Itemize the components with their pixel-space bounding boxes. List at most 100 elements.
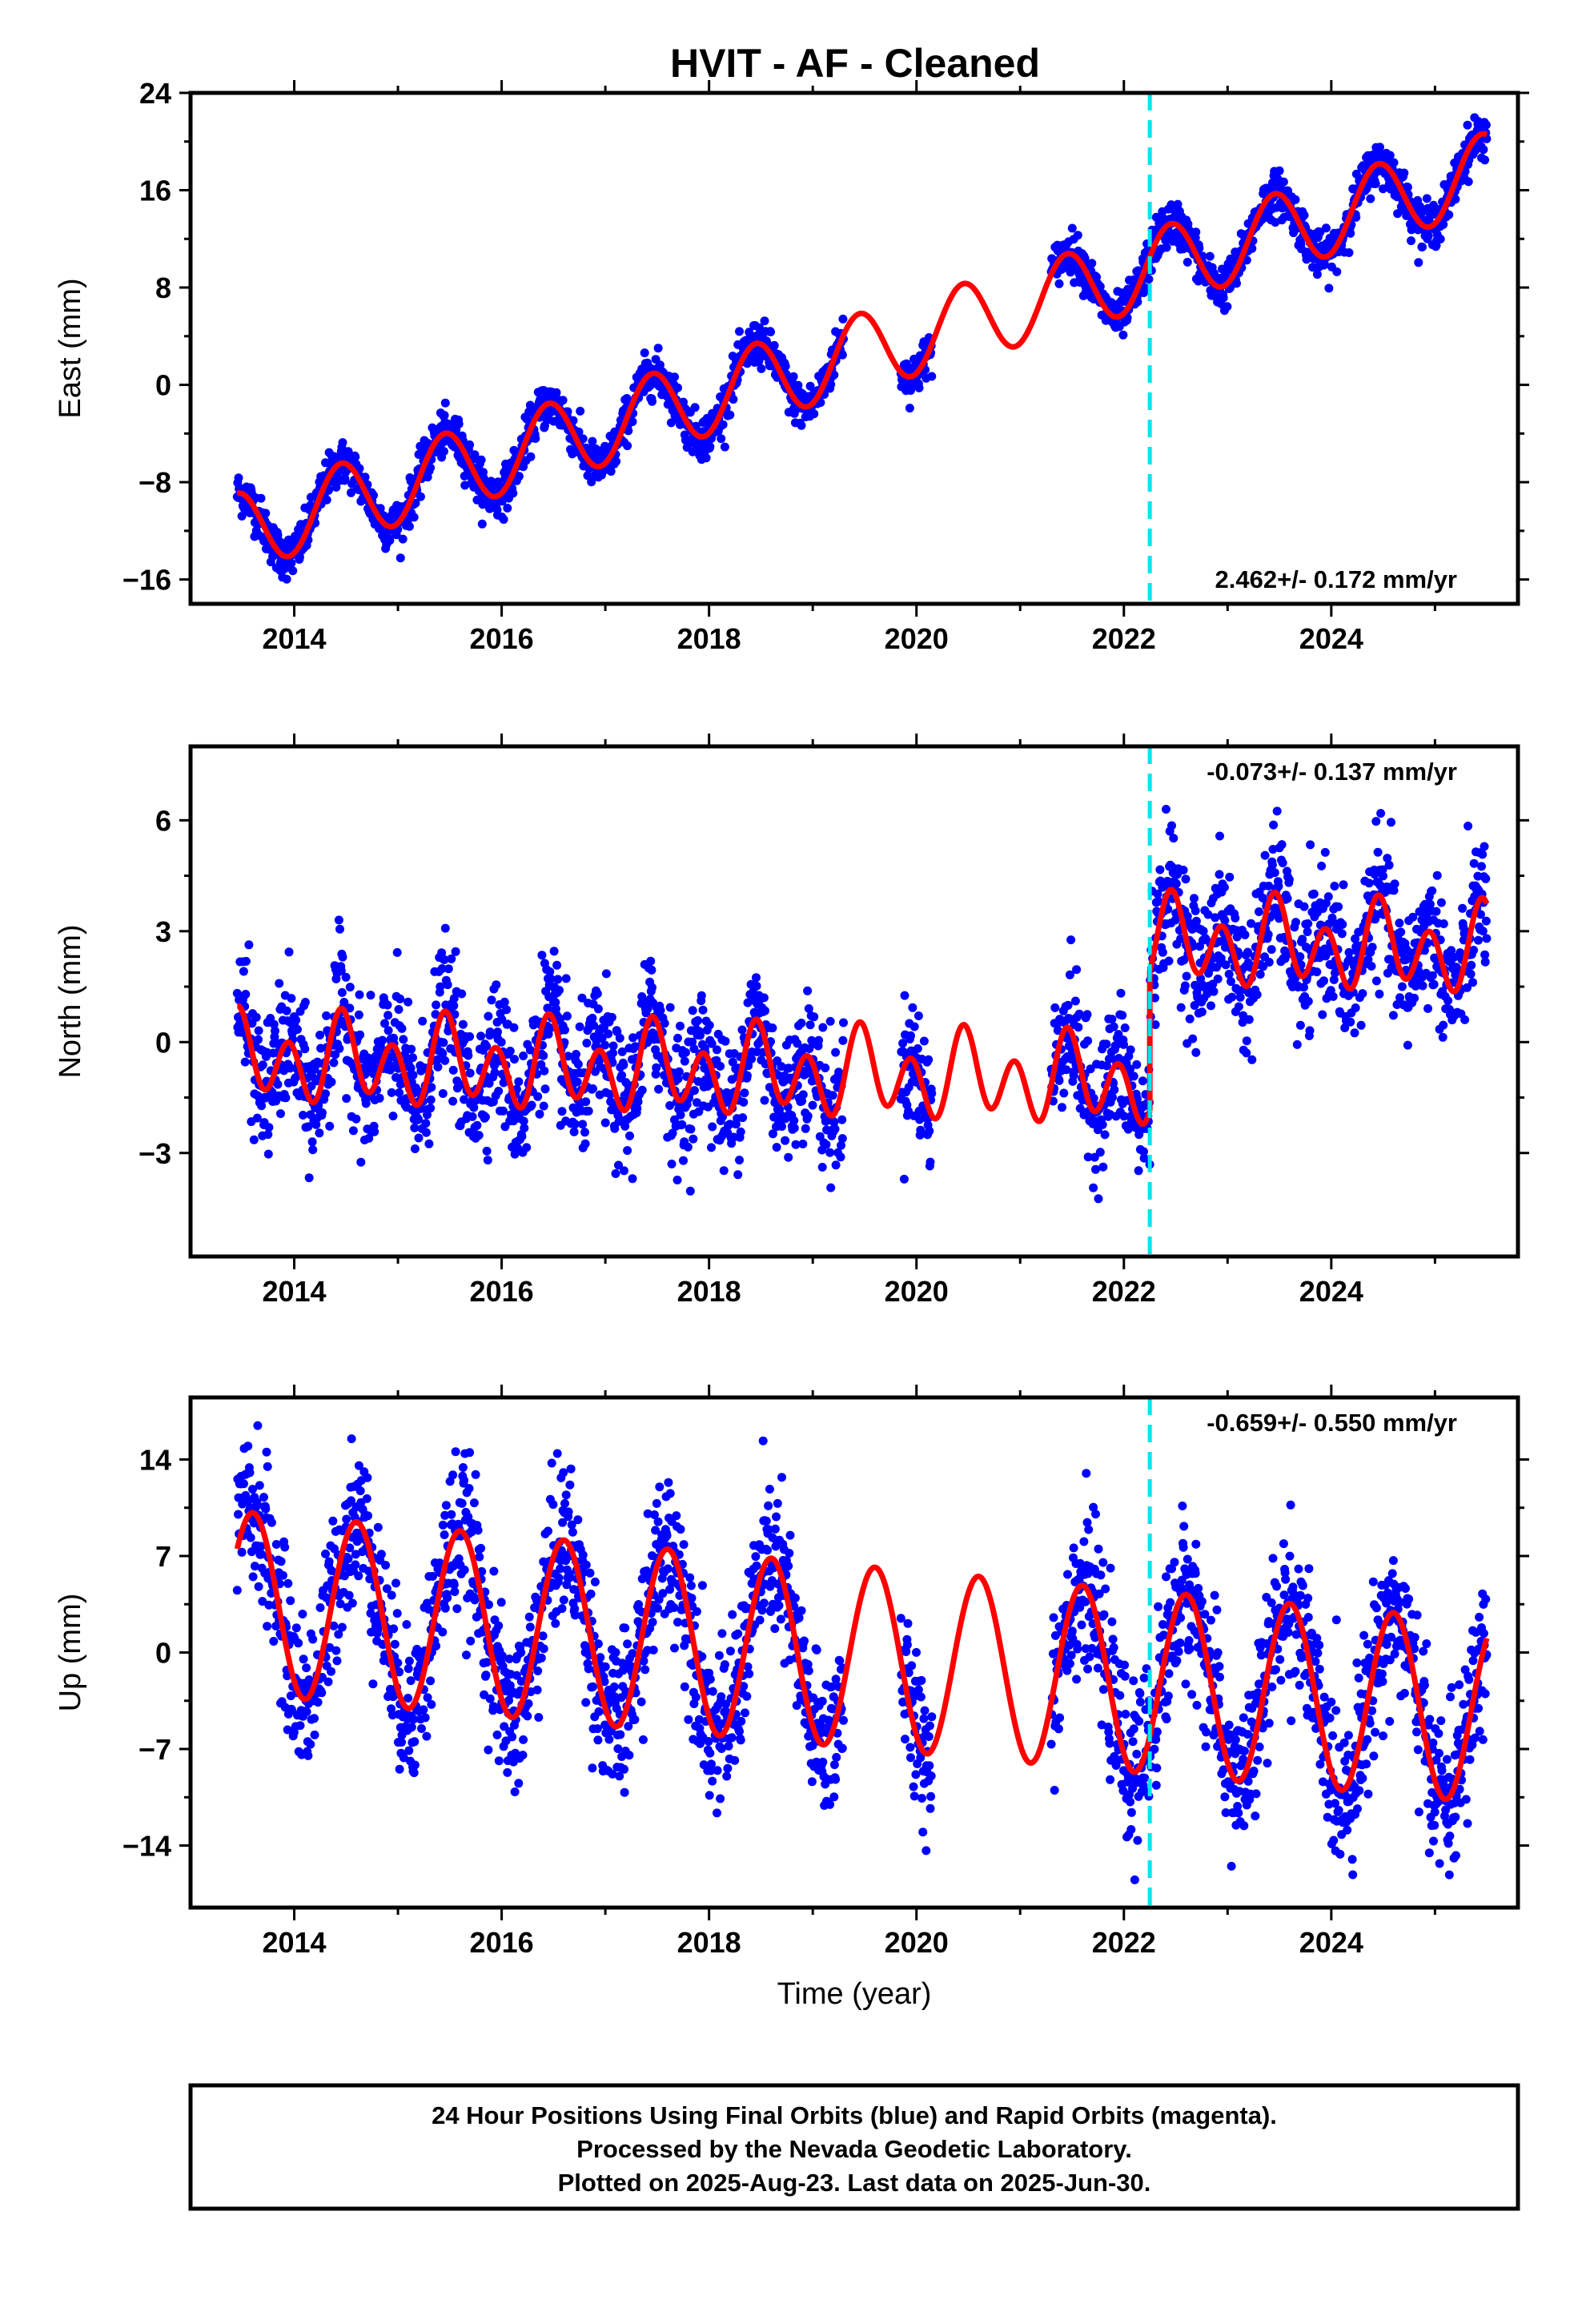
data-point [1350, 1028, 1359, 1038]
data-point [676, 1110, 685, 1120]
data-point [825, 1148, 835, 1157]
data-point [648, 983, 656, 992]
data-point [1091, 1164, 1100, 1174]
data-point [572, 1050, 580, 1059]
data-point [588, 436, 597, 446]
data-point [898, 1039, 908, 1048]
data-point [338, 438, 347, 448]
data-point [719, 1166, 729, 1176]
data-point [281, 1093, 291, 1103]
data-point [356, 1157, 366, 1167]
data-point [1292, 1039, 1302, 1049]
data-point [781, 361, 790, 371]
data-point [1070, 996, 1080, 1006]
data-point [1378, 865, 1387, 875]
data-point [1334, 902, 1343, 911]
data-point [1358, 989, 1367, 999]
data-point [248, 1572, 258, 1582]
data-point [728, 1057, 737, 1067]
data-point [484, 1079, 494, 1088]
data-point [1467, 960, 1476, 970]
data-point [754, 356, 764, 366]
data-point [303, 1122, 313, 1132]
data-point [533, 1092, 543, 1101]
data-point [1153, 889, 1162, 899]
data-point [421, 1128, 431, 1137]
data-point [665, 1003, 675, 1012]
data-point [347, 1496, 355, 1506]
data-point [1264, 881, 1274, 891]
data-point [1312, 270, 1322, 279]
data-point [322, 1011, 331, 1020]
data-point [1403, 183, 1412, 192]
data-point [1231, 913, 1240, 923]
data-point [660, 1019, 669, 1028]
data-point [1425, 899, 1435, 909]
data-point [777, 1122, 786, 1132]
data-point [264, 1123, 274, 1132]
data-point [624, 426, 633, 436]
data-point [378, 1035, 387, 1045]
data-point [525, 1045, 535, 1055]
data-point [519, 1116, 528, 1126]
data-point [410, 1144, 420, 1153]
data-point [1090, 1152, 1099, 1162]
data-point [736, 1127, 745, 1136]
data-point [414, 1115, 423, 1124]
data-point [1190, 894, 1199, 903]
data-point [617, 1071, 627, 1080]
data-point [1244, 1015, 1254, 1024]
data-point [1240, 930, 1250, 939]
data-point [1054, 279, 1064, 288]
data-point [1478, 927, 1488, 936]
data-point [667, 1160, 677, 1168]
data-point [633, 1097, 643, 1107]
data-point [348, 1126, 358, 1136]
data-point [1395, 993, 1404, 1003]
data-point [1242, 1036, 1251, 1046]
data-point [249, 1518, 259, 1528]
data-point [592, 989, 602, 999]
data-point [1107, 1015, 1117, 1024]
data-point [607, 1012, 616, 1022]
data-point [1059, 1088, 1069, 1098]
data-point [677, 1120, 687, 1129]
data-point [383, 1026, 393, 1035]
x-tick-label: 2014 [262, 1275, 326, 1308]
data-point [1069, 1071, 1078, 1080]
data-point [1303, 996, 1313, 1006]
data-point [1063, 1000, 1073, 1010]
data-point [628, 1033, 638, 1043]
data-point [1065, 970, 1074, 979]
data-point [1215, 831, 1224, 841]
data-point [1318, 1010, 1327, 1019]
data-point [1176, 934, 1186, 943]
data-point [752, 973, 761, 983]
data-point [697, 991, 706, 1000]
data-point [552, 388, 561, 397]
data-point [437, 948, 447, 958]
data-point [354, 1461, 363, 1470]
data-point [477, 519, 487, 529]
data-point [570, 1120, 580, 1129]
model-curve-1 [236, 251, 1153, 560]
data-point [680, 1056, 689, 1066]
data-point [246, 1533, 255, 1542]
data-point [768, 1023, 777, 1033]
data-point [1180, 981, 1190, 991]
data-point [1432, 870, 1442, 880]
data-point [510, 1055, 519, 1064]
x-tick-label: 2014 [262, 622, 326, 655]
data-point [1272, 806, 1282, 816]
data-point [458, 1019, 468, 1029]
data-point [581, 1097, 591, 1107]
data-point [1263, 930, 1273, 939]
data-point [606, 467, 616, 476]
data-point [651, 1069, 661, 1079]
data-point [1299, 983, 1308, 992]
data-point [1449, 952, 1459, 962]
data-point [494, 1087, 504, 1096]
data-point [1191, 916, 1201, 926]
data-point [1345, 955, 1355, 964]
data-point [617, 1047, 627, 1056]
